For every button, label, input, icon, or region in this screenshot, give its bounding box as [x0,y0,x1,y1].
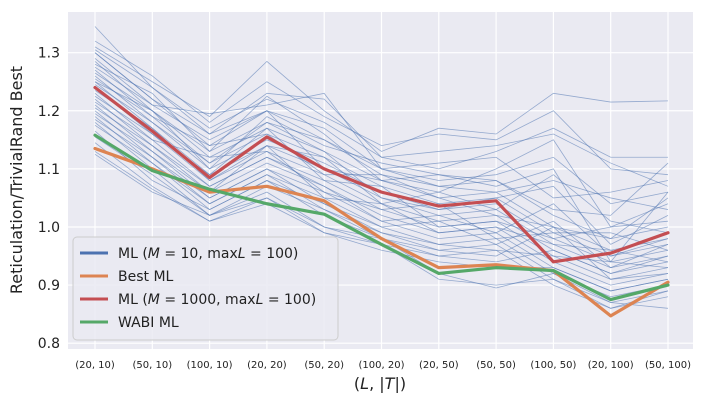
legend: ML (M = 10, maxL = 100) Best ML ML (M = … [72,236,339,341]
background-run-line [94,81,669,210]
background-run-line [94,107,669,257]
x-tick-label: (20, 10) [75,360,115,371]
legend-label-wabi-ml: WABI ML [118,315,179,331]
x-tick-label: (100, 50) [530,360,576,371]
background-run-line [94,66,669,205]
x-tick-label: (50, 10) [132,360,172,371]
x-tick-label: (50, 100) [645,360,691,371]
y-axis-label: Reticulation/TrivialRand Best [7,66,26,294]
background-run-line [94,49,669,187]
y-tick-label: 0.9 [38,278,60,294]
series-line-3 [93,133,670,302]
x-tick-label: (20, 50) [419,360,459,371]
x-tick-label: (100, 10) [187,360,233,371]
background-run-line [94,98,669,286]
background-run-line [94,46,669,152]
y-tick-label: 1.0 [38,220,60,236]
x-tick-label: (100, 20) [359,360,405,371]
legend-label-ml-m1000: ML (M = 1000, maxL = 100) [118,292,316,308]
y-tick-label: 1.3 [38,46,60,62]
background-run-line [94,101,669,251]
y-tick-label: 0.8 [38,336,60,352]
y-tick-label: 1.1 [38,162,60,178]
x-tick-label: (20, 20) [247,360,287,371]
x-tick-label: (50, 50) [476,360,516,371]
legend-label-best-ml: Best ML [118,269,174,285]
background-run-line [94,40,669,176]
x-tick-label: (20, 100) [588,360,634,371]
x-tick-label: (50, 20) [304,360,344,371]
background-run-line [94,63,669,228]
legend-label-ml-m10: ML (M = 10, maxL = 100) [118,246,298,262]
legend-box [72,236,339,341]
y-tick-label: 1.2 [38,104,60,120]
x-axis-label: (L, |T|) [354,374,406,393]
background-run-line [94,84,669,245]
x-tick-labels: (20, 10) (50, 10) (100, 10) (20, 20) (50, 20… [75,360,691,371]
y-tick-labels: 0.8 0.9 1.0 1.1 1.2 1.3 [38,46,60,353]
series-line-2 [93,85,670,264]
background-run-line [94,142,669,292]
background-run-line [94,113,669,263]
series-lines [93,85,670,318]
